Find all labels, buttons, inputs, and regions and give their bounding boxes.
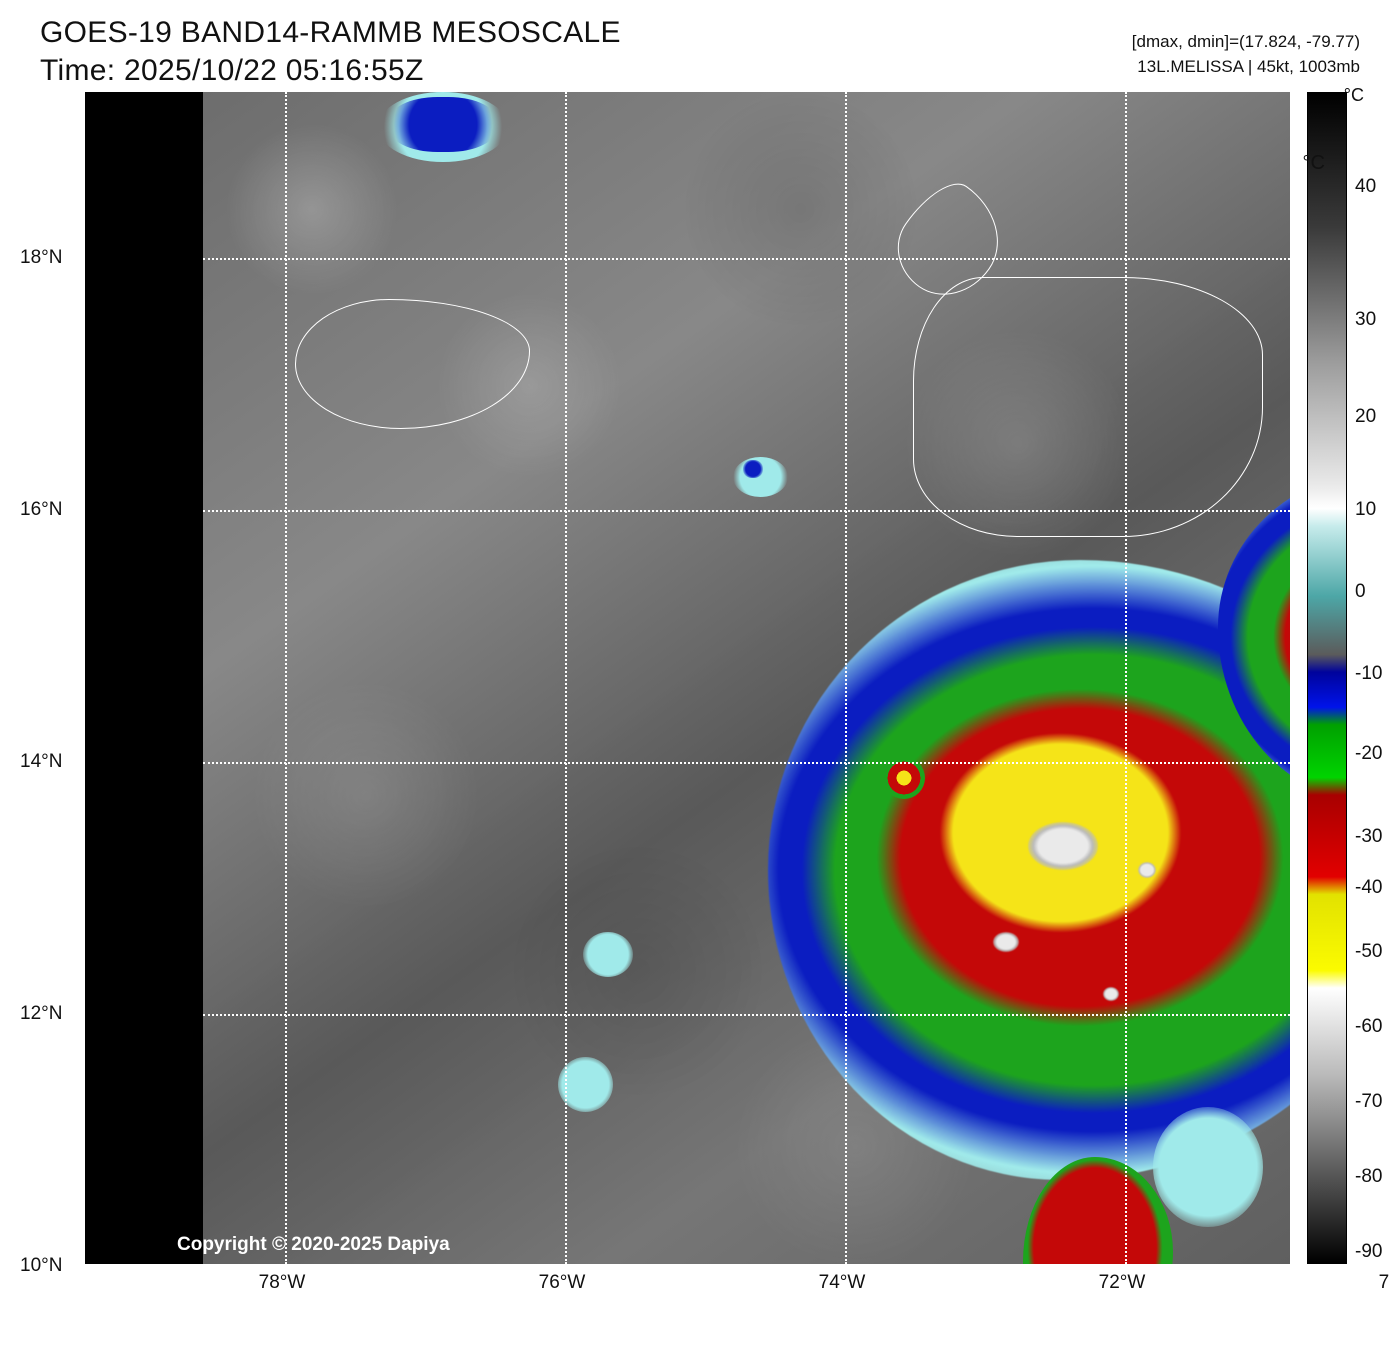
cb-tick-neg70: -70 <box>1355 1091 1382 1113</box>
colorbar[interactable]: °C 40 30 20 10 0 -10 -20 -30 -40 -50 -60… <box>1307 92 1347 1264</box>
cb-tick-neg60: -60 <box>1355 1016 1382 1038</box>
x-tick-70W: 70°W <box>1379 1272 1390 1294</box>
gridline-latitude-14 <box>203 762 1290 764</box>
dmax-dmin-label: [dmax, dmin]=(17.824, -79.77) <box>1132 30 1360 55</box>
gridline-longitude-74 <box>845 92 847 1264</box>
gridline-longitude-76 <box>565 92 567 1264</box>
title-line2: Time: 2025/10/22 05:16:55Z <box>40 52 621 90</box>
y-tick-16N: 16°N <box>20 499 62 521</box>
gridline-latitude-16 <box>203 510 1290 512</box>
x-tick-78W: 78°W <box>259 1272 306 1294</box>
storm-eye-cold-top-1 <box>1028 822 1098 870</box>
y-tick-14N: 14°N <box>20 751 62 773</box>
colorbar-unit-label: °C <box>1303 152 1325 175</box>
cb-tick-neg90: -90 <box>1355 1241 1382 1263</box>
cb-tick-neg20: -20 <box>1355 743 1382 765</box>
header-title: GOES-19 BAND14-RAMMB MESOSCALE Time: 202… <box>40 14 621 89</box>
cb-tick-neg10: -10 <box>1355 663 1382 685</box>
satellite-raster <box>203 92 1290 1264</box>
gridline-latitude-18 <box>203 258 1290 260</box>
gridline-longitude-78 <box>285 92 287 1264</box>
jamaica-coastline <box>295 299 530 429</box>
deep-convection-blob-2 <box>743 460 763 478</box>
x-tick-76W: 76°W <box>539 1272 586 1294</box>
gridline-latitude-12 <box>203 1014 1290 1016</box>
y-tick-10N: 10°N <box>20 1255 62 1277</box>
cb-tick-neg50: -50 <box>1355 941 1382 963</box>
cb-tick-neg30: -30 <box>1355 826 1382 848</box>
cb-tick-10: 10 <box>1355 499 1376 521</box>
y-tick-12N: 12°N <box>20 1003 62 1025</box>
storm-eye-cold-top-3 <box>1138 862 1156 878</box>
colorbar-gradient <box>1307 92 1347 1264</box>
cb-tick-40: 40 <box>1355 176 1376 198</box>
x-tick-74W: 74°W <box>819 1272 866 1294</box>
copyright-label: Copyright © 2020-2025 Dapiya <box>177 1234 450 1256</box>
cb-tick-neg80: -80 <box>1355 1166 1382 1188</box>
cb-tick-30: 30 <box>1355 309 1376 331</box>
hispaniola-peninsula-coastline <box>880 170 1021 315</box>
cirrus-blob-3 <box>583 932 633 977</box>
satellite-image-panel[interactable]: Copyright © 2020-2025 Dapiya <box>85 92 1290 1264</box>
storm-eye-cold-top-2 <box>993 932 1019 952</box>
cb-tick-0: 0 <box>1355 581 1366 603</box>
hispaniola-main-coastline <box>913 277 1263 537</box>
cb-tick-neg40: -40 <box>1355 877 1382 899</box>
storm-eye-cold-top-4 <box>1103 987 1119 1001</box>
header-info: [dmax, dmin]=(17.824, -79.77) 13L.MELISS… <box>1132 30 1360 79</box>
storm-info-label: 13L.MELISSA | 45kt, 1003mb <box>1132 55 1360 80</box>
title-line1: GOES-19 BAND14-RAMMB MESOSCALE <box>40 14 621 52</box>
cirrus-blob-5 <box>1153 1107 1263 1227</box>
gridline-longitude-72 <box>1125 92 1127 1264</box>
x-tick-72W: 72°W <box>1099 1272 1146 1294</box>
y-tick-18N: 18°N <box>20 247 62 269</box>
cb-tick-20: 20 <box>1355 406 1376 428</box>
deep-convection-blob-1 <box>388 97 498 152</box>
satellite-mesoscale-view: GOES-19 BAND14-RAMMB MESOSCALE Time: 202… <box>0 0 1390 1359</box>
